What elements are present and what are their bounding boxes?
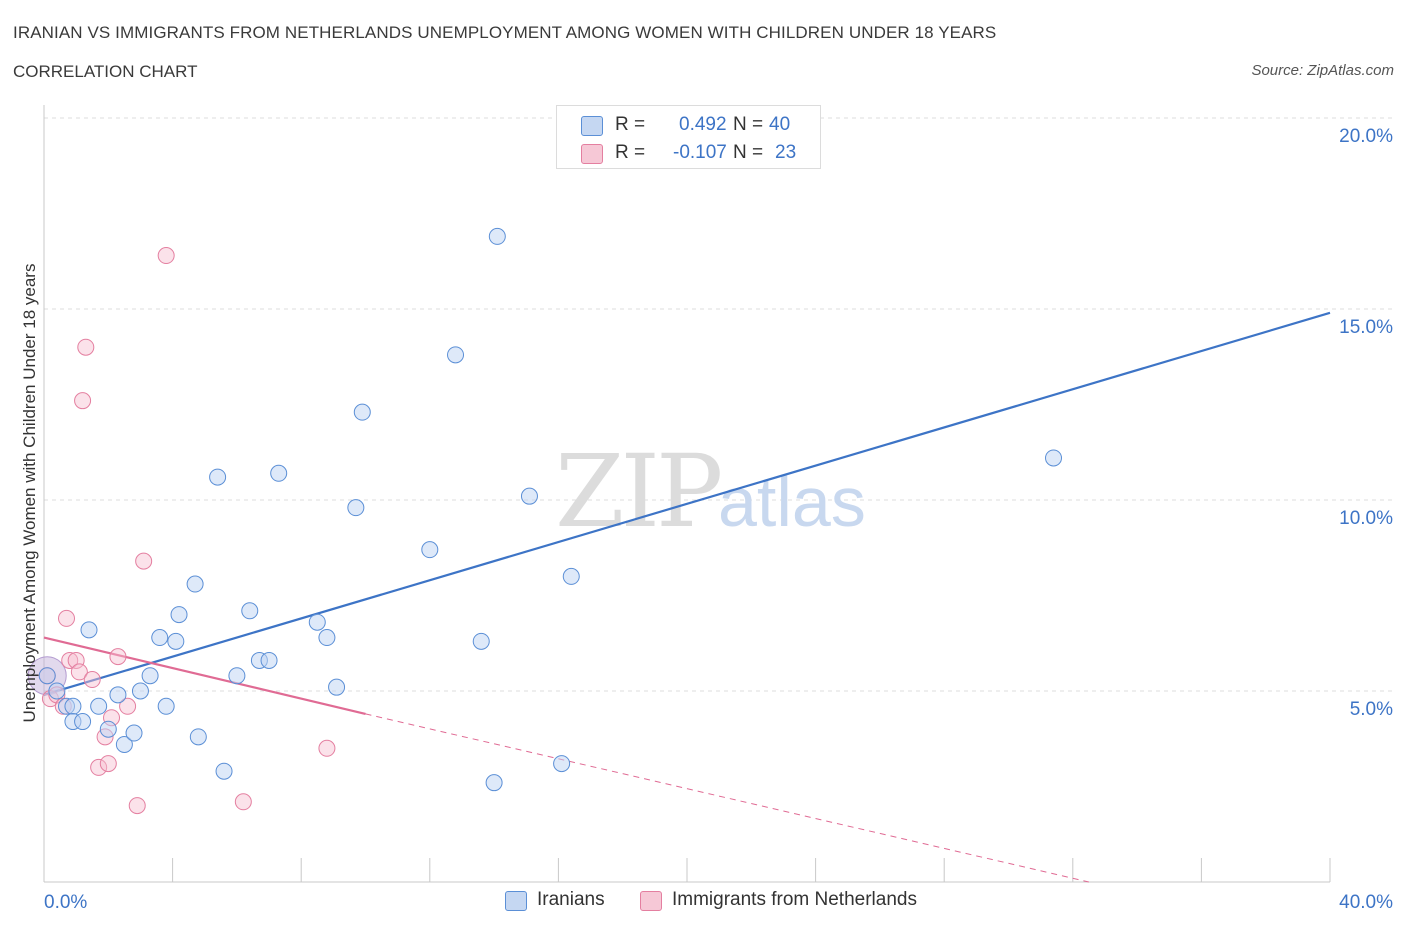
data-point-iranians [270, 464, 288, 482]
axes [43, 105, 1331, 883]
data-point-iranians [520, 487, 538, 505]
correlation-legend: R = 0.492 N = 40 R = -0.107 N = 23 [556, 105, 821, 169]
data-point-iranians [421, 541, 439, 559]
data-point-iranians [488, 227, 506, 245]
chart-subtitle: CORRELATION CHART [13, 62, 198, 81]
y-axis-label: Unemployment Among Women with Children U… [20, 264, 39, 723]
data-point-iranians [189, 728, 207, 746]
legend-n-label: N = [733, 114, 764, 135]
watermark-atlas: atlas [718, 463, 866, 541]
data-point-iranians [308, 613, 326, 631]
y-tick-label: 10.0% [1339, 508, 1393, 529]
y-tick-label: 15.0% [1339, 317, 1393, 338]
legend-r-label: R = [615, 114, 646, 135]
data-point-netherlands [90, 758, 108, 776]
data-point-netherlands [157, 247, 175, 265]
trend-line-iranians [43, 311, 1331, 696]
data-point-iranians [318, 629, 336, 647]
tick-labels: 5.0% 10.0% 15.0% 20.0% 0.0% 40.0% [44, 126, 1393, 913]
trend-lines [43, 311, 1331, 883]
data-point-netherlands [83, 671, 101, 689]
legend-n-value: 40 [769, 114, 791, 135]
data-point-iranians [109, 686, 127, 704]
data-point-netherlands [234, 793, 252, 811]
data-point-iranians [131, 682, 149, 700]
data-point-netherlands [77, 338, 95, 356]
data-point-iranians [347, 499, 365, 517]
source-credit: Source: ZipAtlas.com [1251, 62, 1394, 79]
data-point-iranians [170, 606, 188, 624]
data-point-netherlands [128, 797, 146, 815]
data-point-netherlands [61, 651, 79, 669]
data-point-iranians [90, 697, 108, 715]
trend-line-netherlands-extension [365, 713, 1089, 883]
data-point-iranians [241, 602, 259, 620]
legend-swatch-netherlands [581, 144, 603, 164]
chart-title: IRANIAN VS IMMIGRANTS FROM NETHERLANDS U… [13, 23, 997, 42]
trend-line-netherlands [43, 636, 366, 715]
data-point-netherlands [109, 648, 127, 666]
data-point-iranians [260, 651, 278, 669]
data-point-iranians [186, 575, 204, 593]
data-point-iranians [328, 678, 346, 696]
data-points [27, 227, 1063, 815]
legend-name-iranians: Iranians [537, 889, 605, 910]
data-point-iranians [209, 468, 227, 486]
legend-r-value: -0.107 [673, 142, 727, 163]
data-point-iranians [485, 774, 503, 792]
data-point-iranians [151, 629, 169, 647]
x-tick-label: 40.0% [1339, 892, 1393, 913]
legend-swatch-iranians [505, 891, 527, 911]
data-point-iranians [157, 697, 175, 715]
data-point-netherlands [67, 651, 85, 669]
data-point-netherlands [119, 697, 137, 715]
data-point-iranians [48, 682, 66, 700]
legend-swatch-iranians [581, 116, 603, 136]
legend-n-value: 23 [775, 142, 797, 163]
data-point-iranians [353, 403, 371, 421]
data-point-iranians [80, 621, 98, 639]
x-tick-label: 0.0% [44, 892, 87, 913]
data-point-netherlands [135, 552, 153, 570]
legend-name-netherlands: Immigrants from Netherlands [672, 889, 917, 910]
y-tick-label: 5.0% [1350, 699, 1393, 720]
data-point-netherlands [74, 392, 92, 410]
data-point-iranians [472, 632, 490, 650]
data-point-iranians [115, 735, 133, 753]
data-point-iranians [215, 762, 233, 780]
data-point-iranians [562, 567, 580, 585]
legend-r-value: 0.492 [679, 114, 727, 135]
data-point-iranians [141, 667, 159, 685]
data-point-netherlands [58, 609, 76, 627]
legend-swatch-netherlands [640, 891, 662, 911]
data-point-iranians [99, 720, 117, 738]
data-point-iranians [38, 667, 56, 685]
watermark-zip: ZIP [555, 433, 720, 550]
data-point-iranians [74, 713, 92, 731]
data-point-iranians [64, 697, 82, 715]
data-point-netherlands [318, 739, 336, 757]
data-point-iranians [1045, 449, 1063, 467]
data-point-iranians [447, 346, 465, 364]
data-point-netherlands [70, 663, 88, 681]
data-point-iranians [553, 755, 571, 773]
y-tick-label: 20.0% [1339, 126, 1393, 147]
data-point-iranians [125, 724, 143, 742]
data-point-iranians [228, 667, 246, 685]
legend-r-label: R = [615, 142, 646, 163]
data-point-iranians [167, 632, 185, 650]
data-point-netherlands [99, 755, 117, 773]
legend-n-label: N = [733, 142, 764, 163]
